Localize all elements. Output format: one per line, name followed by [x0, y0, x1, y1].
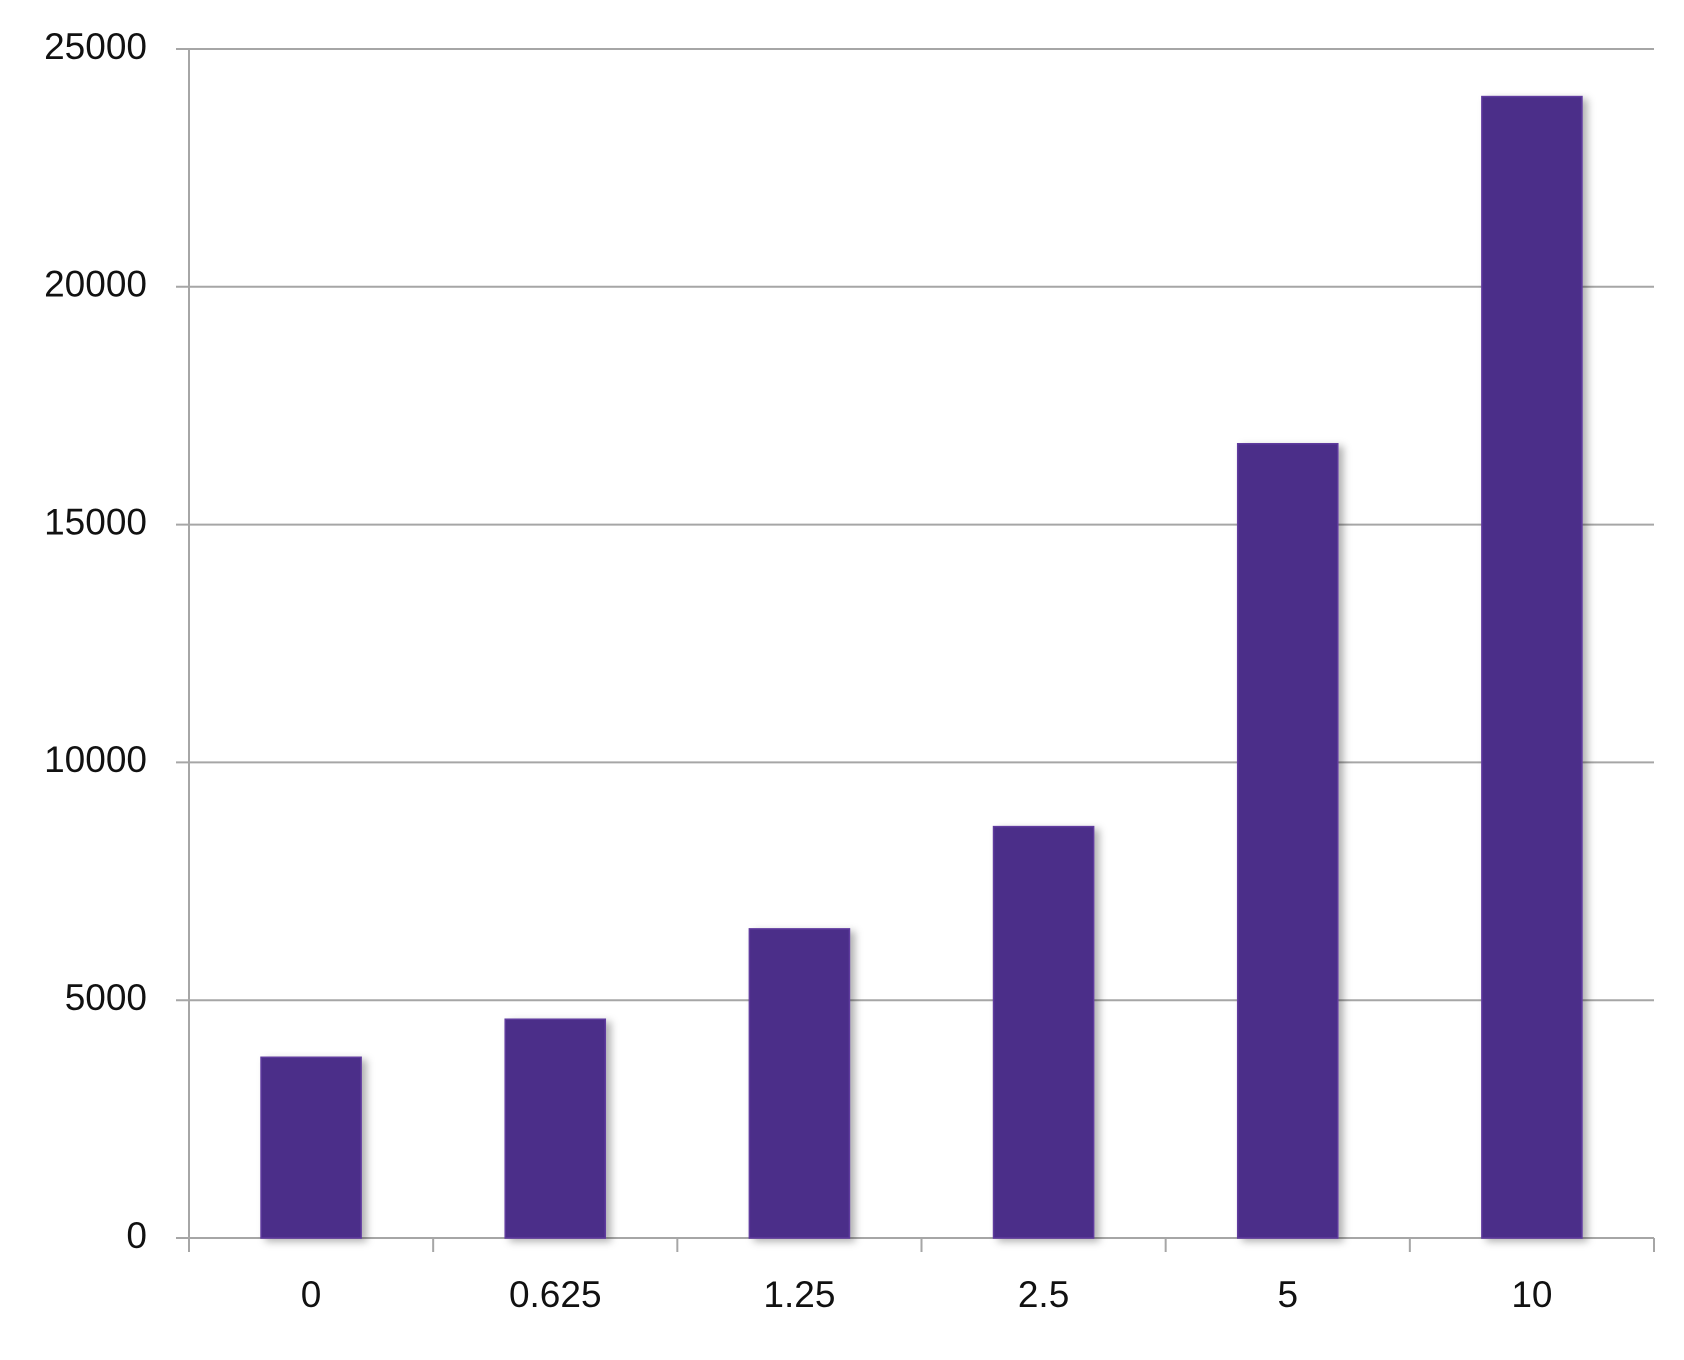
x-tick-label: 10	[1511, 1274, 1552, 1315]
y-tick-label: 5000	[65, 977, 147, 1018]
y-tick-label: 10000	[44, 739, 147, 780]
x-tick-label: 2.5	[1018, 1274, 1069, 1315]
y-tick-label: 20000	[44, 264, 147, 305]
y-tick-label: 0	[126, 1215, 147, 1256]
bar	[504, 1018, 607, 1239]
x-tick-label: 5	[1277, 1274, 1298, 1315]
x-tick-label: 0	[301, 1274, 322, 1315]
y-tick-label: 15000	[44, 501, 147, 542]
bar	[260, 1056, 362, 1239]
x-tick-label: 0.625	[509, 1274, 602, 1315]
bar	[748, 928, 851, 1239]
y-tick-label: 25000	[44, 26, 147, 67]
bar	[1236, 442, 1339, 1239]
x-tick-label: 1.25	[763, 1274, 835, 1315]
bar	[1481, 95, 1583, 1239]
bar	[992, 825, 1095, 1239]
